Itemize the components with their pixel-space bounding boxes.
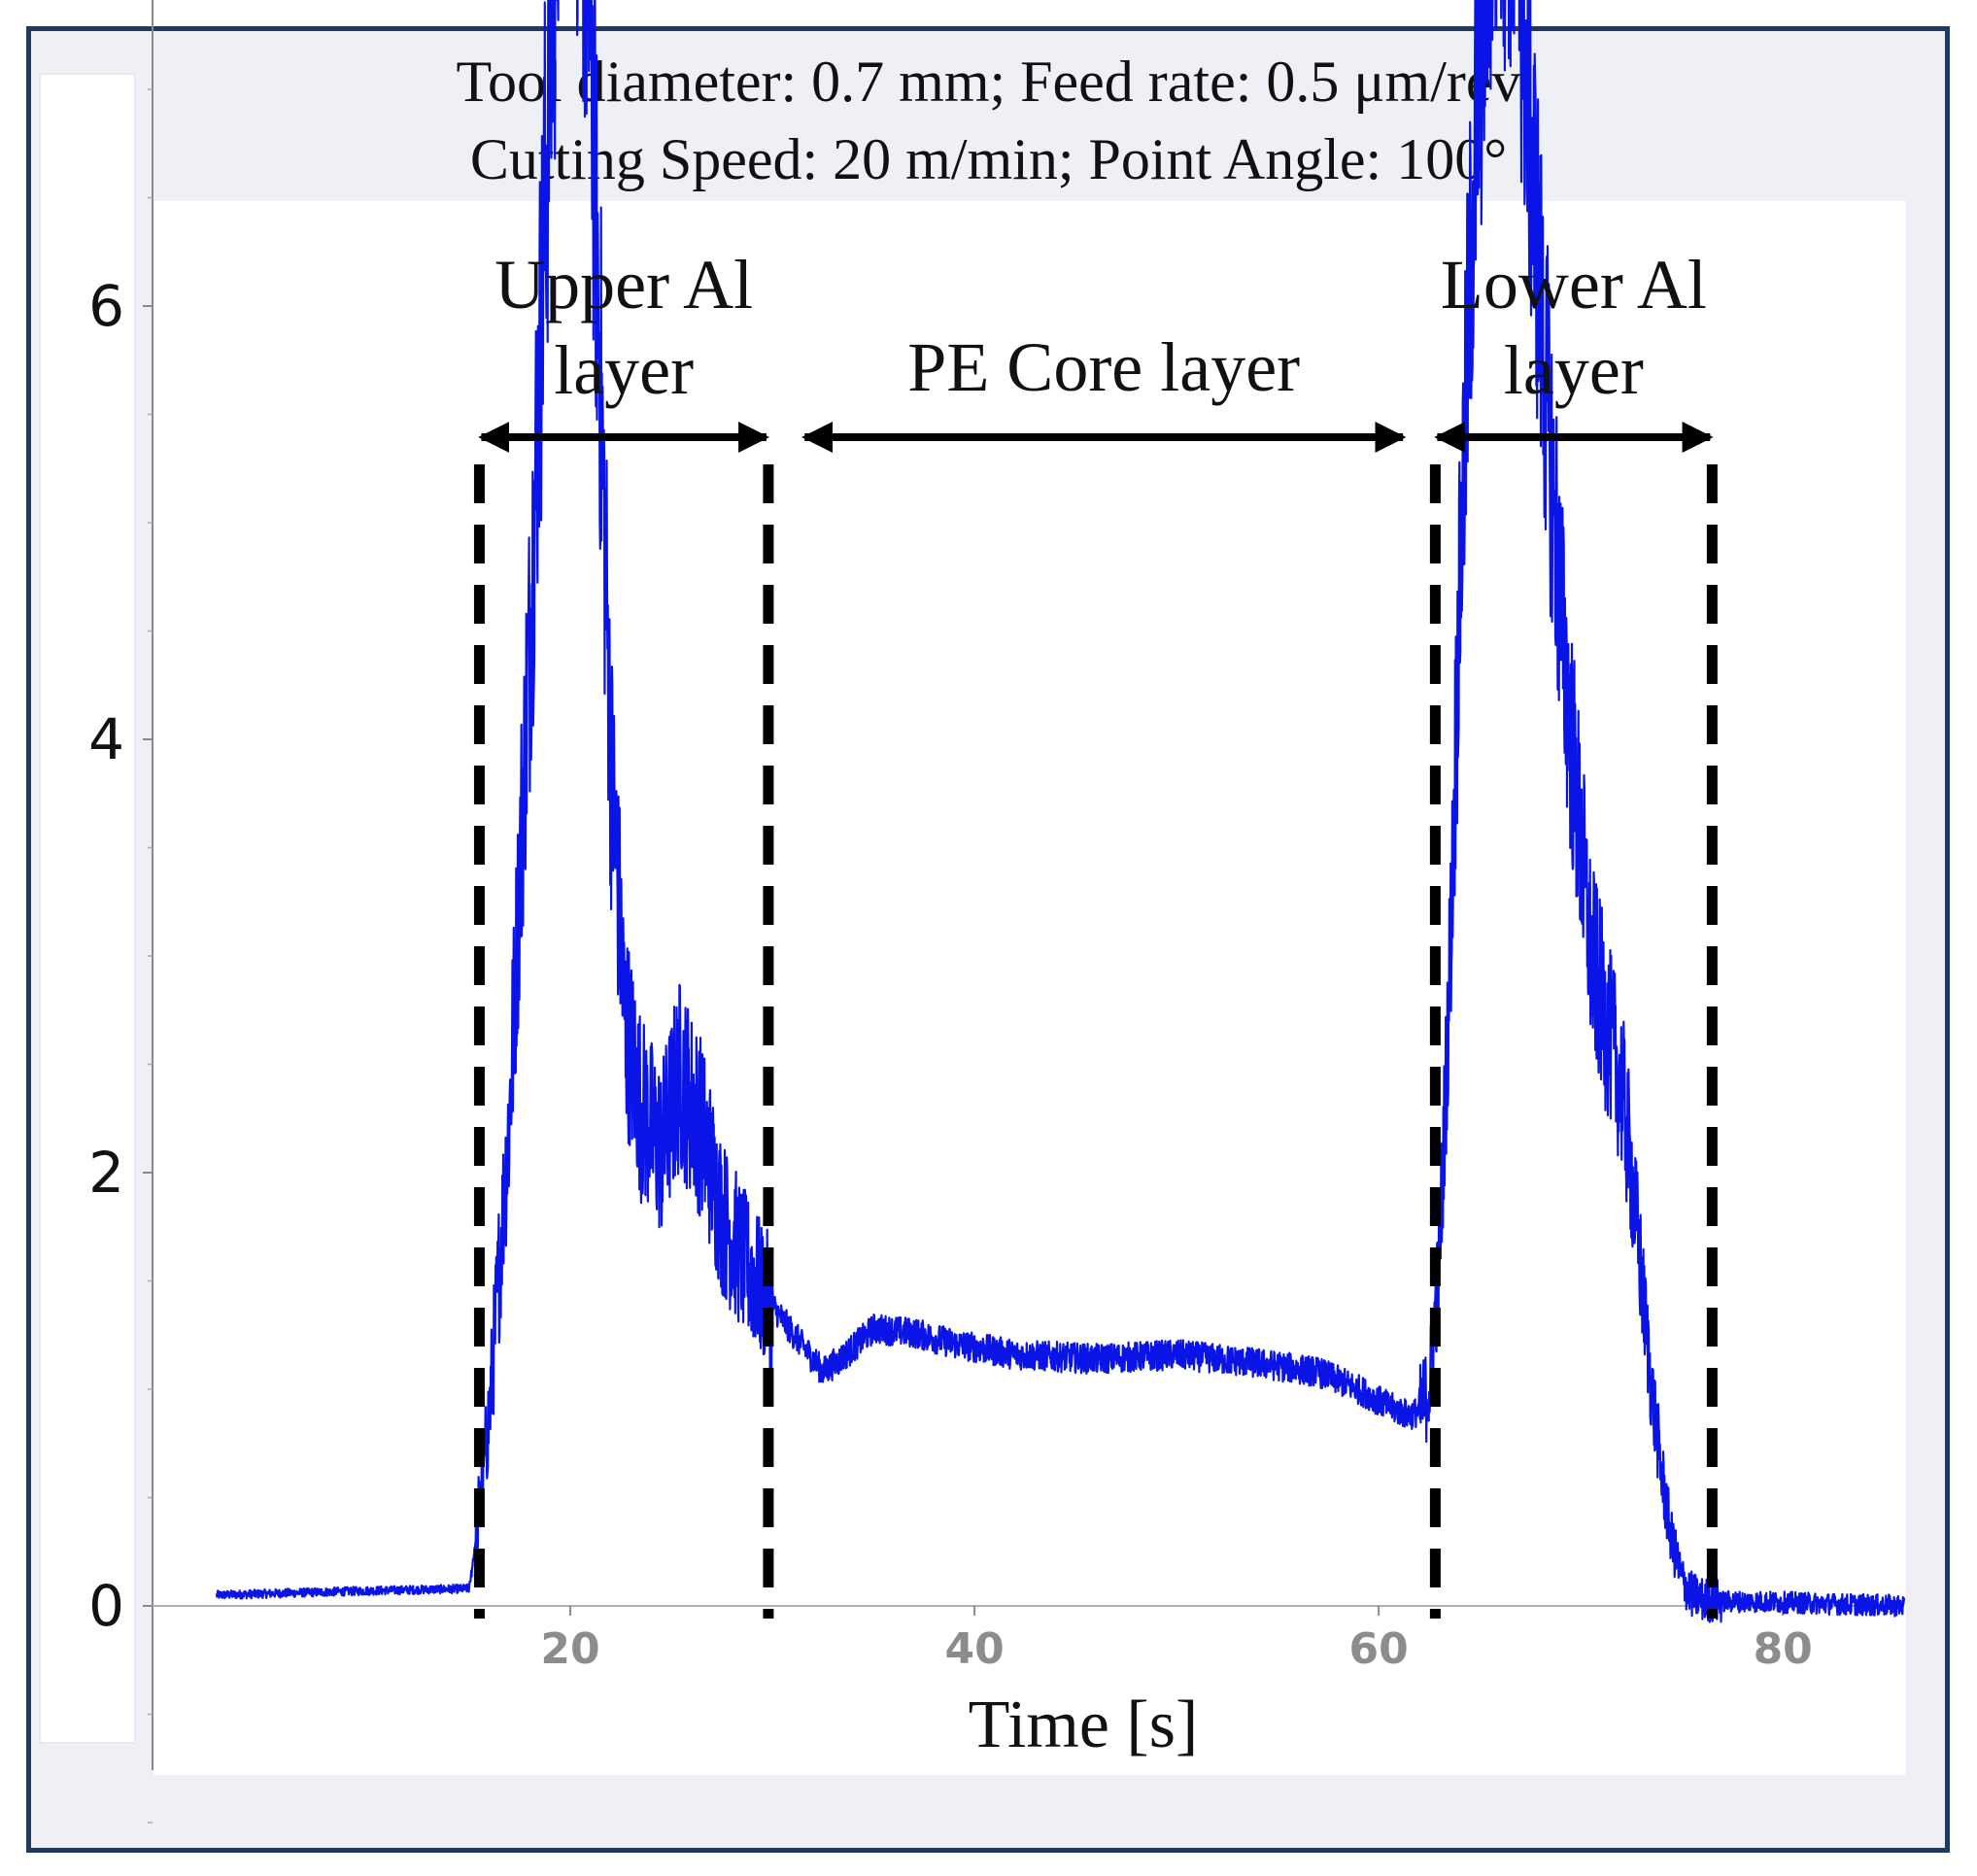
annotation-label: Lower Al bbox=[1441, 246, 1707, 324]
x-tick-label: 40 bbox=[944, 1624, 1004, 1674]
left-margin-panel bbox=[39, 73, 136, 1744]
y-tick-label: 2 bbox=[88, 1140, 124, 1206]
annotation-label: Upper Al bbox=[494, 246, 753, 324]
figure-title-line-2: Cutting Speed: 20 m/min; Point Angle: 10… bbox=[469, 127, 1508, 191]
y-tick-label: 0 bbox=[88, 1573, 124, 1639]
annotation-label: layer bbox=[1504, 331, 1644, 409]
annotation-label: PE Core layer bbox=[907, 328, 1300, 406]
x-axis-label: Time [s] bbox=[969, 1688, 1199, 1762]
x-tick-label: 60 bbox=[1349, 1624, 1409, 1674]
signal-series-line bbox=[215, 0, 1906, 1623]
y-tick-label: 4 bbox=[88, 706, 124, 772]
figure-title-line-1: Tool diameter: 0.7 mm; Feed rate: 0.5 μm… bbox=[456, 50, 1521, 114]
annotation-label: layer bbox=[554, 331, 694, 409]
x-tick-label: 80 bbox=[1754, 1624, 1813, 1674]
y-tick-label: 6 bbox=[88, 273, 124, 339]
x-tick-label: 20 bbox=[540, 1624, 599, 1674]
